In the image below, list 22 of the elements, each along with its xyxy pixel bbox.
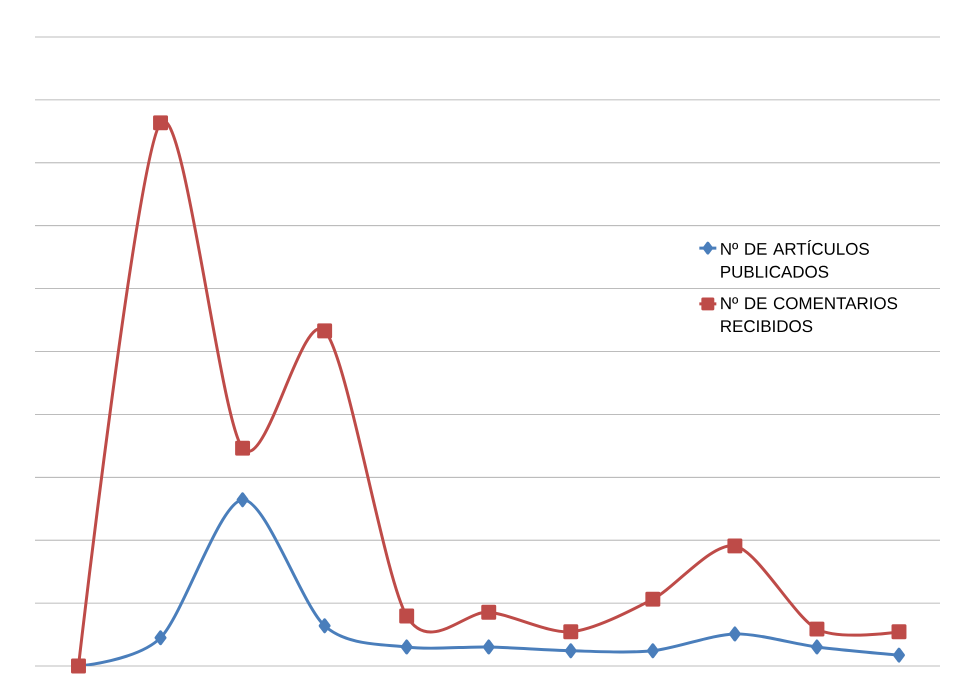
point (892, 624, 906, 640)
point (810, 640, 823, 654)
point (727, 538, 742, 554)
point (236, 492, 249, 508)
legend-label: Nº DE ARTÍCULOS PUBLICADOS (721, 240, 869, 278)
point (728, 626, 741, 642)
point (481, 604, 496, 620)
point (809, 622, 824, 637)
point (564, 643, 577, 658)
point (317, 323, 332, 338)
point (646, 643, 659, 658)
point (235, 440, 250, 456)
point (154, 630, 167, 646)
point (482, 640, 495, 654)
point (893, 648, 905, 663)
point (645, 592, 660, 607)
point (153, 115, 168, 130)
point (318, 618, 331, 634)
legend-label: Nº DE COMENTARIOS RECIBIDOS (721, 297, 898, 332)
point (563, 624, 578, 640)
point (399, 608, 414, 624)
point (400, 640, 413, 654)
